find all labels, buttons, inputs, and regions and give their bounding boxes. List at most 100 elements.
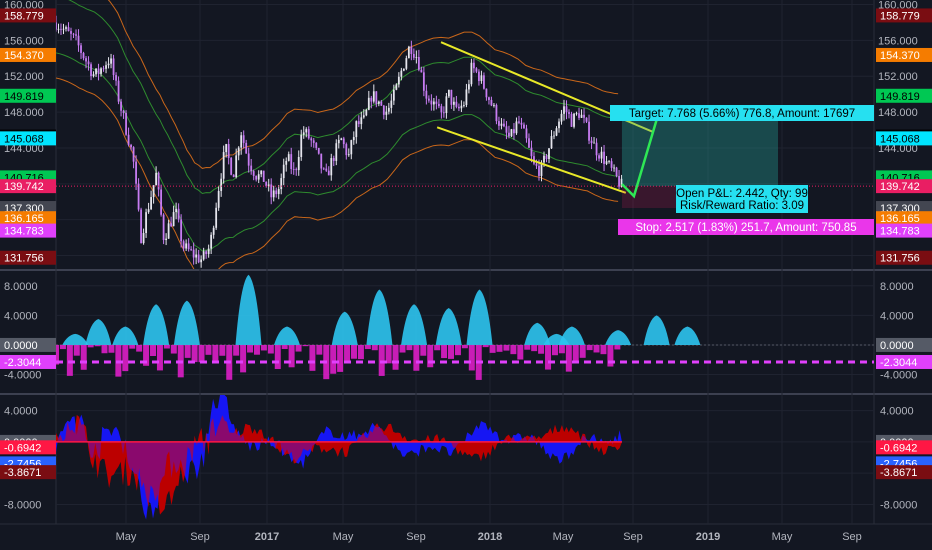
candle-body [130, 144, 132, 148]
time-axis-label[interactable]: 2019 [696, 531, 720, 543]
time-axis-label[interactable]: 2018 [478, 531, 502, 543]
candle-body [442, 112, 445, 114]
candle-body [145, 212, 147, 233]
time-axis-label[interactable]: Sep [842, 531, 862, 543]
candle-body [175, 208, 178, 213]
candle-body [177, 208, 180, 220]
candle-body [620, 178, 623, 187]
negative-bar [59, 344, 66, 350]
candle-body [452, 101, 455, 105]
candle-body [287, 154, 290, 161]
candle-body [372, 91, 375, 102]
candle-body [523, 124, 525, 129]
candle-body [135, 161, 137, 184]
negative-bar [413, 344, 420, 371]
price-tag-text: 131.756 [880, 253, 920, 265]
candle-body [65, 27, 67, 29]
candle-body [518, 121, 520, 123]
candle-body [410, 46, 413, 55]
negative-bar [260, 344, 267, 351]
candle-body [510, 129, 513, 137]
negative-bar [385, 344, 392, 364]
candle-body [67, 27, 70, 32]
target-label-box[interactable] [610, 105, 874, 121]
positive-area [524, 322, 551, 345]
negative-bar [253, 344, 260, 355]
time-axis-label[interactable]: May [333, 531, 354, 543]
negative-bar [267, 344, 274, 354]
candle-body [115, 75, 117, 81]
channel-line[interactable] [436, 126, 627, 194]
negative-bar [427, 344, 434, 368]
scale-tick-label: -4.0000 [4, 370, 41, 382]
candle-body [618, 176, 620, 187]
negative-bar [56, 344, 59, 365]
time-axis-label[interactable]: May [116, 531, 137, 543]
price-tag [876, 47, 932, 62]
scale-tick-label: 160.000 [4, 0, 44, 11]
candle-body [125, 113, 127, 135]
candle-body [335, 143, 338, 161]
candle-body [540, 162, 543, 176]
time-axis-label[interactable]: Sep [190, 531, 210, 543]
position-tool[interactable]: Target: 7.768 (5.66%) 776.8, Amount: 176… [610, 105, 874, 235]
negative-bar [531, 344, 538, 352]
target-zone[interactable] [621, 116, 778, 187]
candle-body [513, 129, 515, 134]
negative-bar [170, 344, 177, 354]
candle-body [340, 138, 343, 140]
candle-body [210, 234, 213, 249]
candle-body [105, 65, 107, 69]
price-tag-text: 139.742 [4, 181, 44, 193]
candle-body [432, 101, 435, 105]
candle-body [525, 128, 528, 139]
price-tag [0, 354, 56, 369]
pl-label-text: Risk/Reward Ratio: 3.09 [680, 200, 804, 212]
candle-body [292, 169, 295, 170]
candle-body [165, 238, 168, 241]
price-tag-text: 136.165 [880, 213, 920, 225]
candle-body [110, 58, 112, 64]
candle-body [107, 63, 110, 66]
negative-bar [593, 344, 600, 353]
candle-body [57, 28, 60, 30]
scale-tick-label: 4.0000 [880, 406, 914, 418]
price-tag [876, 250, 932, 265]
candle-body [207, 248, 210, 255]
candle-body [302, 132, 305, 135]
candle-body [420, 69, 423, 73]
candle-body [155, 172, 157, 186]
positive-area [466, 289, 493, 345]
time-axis-label[interactable]: 2017 [255, 531, 279, 543]
candle-body [212, 227, 215, 235]
time-axis-label[interactable]: Sep [623, 531, 643, 543]
time-axis-label[interactable]: Sep [406, 531, 426, 543]
candle-body [445, 96, 448, 113]
candle-body [377, 101, 380, 104]
negative-bar [482, 344, 489, 348]
candle-body [400, 70, 403, 77]
candle-body [573, 113, 575, 127]
candle-body [327, 170, 330, 176]
negative-bar [434, 344, 441, 351]
band-line [56, 52, 619, 252]
pl-label-box[interactable] [676, 185, 808, 213]
time-axis-label[interactable]: May [553, 531, 574, 543]
negative-bar [392, 344, 399, 370]
candle-body [415, 56, 418, 58]
stop-label-box[interactable] [618, 219, 874, 235]
candle-body [202, 251, 205, 260]
candle-body [147, 209, 150, 213]
time-axis-label[interactable]: May [772, 531, 793, 543]
candle-body [350, 140, 353, 155]
candle-body [295, 169, 298, 171]
negative-bar [156, 344, 163, 371]
scale-tick-label: 156.000 [878, 35, 918, 47]
time-axis[interactable]: May Sep 2017 May Sep 2018 May Sep 2019 May Sep [116, 531, 862, 543]
candle-body [600, 151, 603, 159]
candle-body [387, 107, 390, 112]
price-tag [876, 354, 932, 369]
candle-body [583, 114, 585, 118]
candle-body [480, 75, 483, 82]
